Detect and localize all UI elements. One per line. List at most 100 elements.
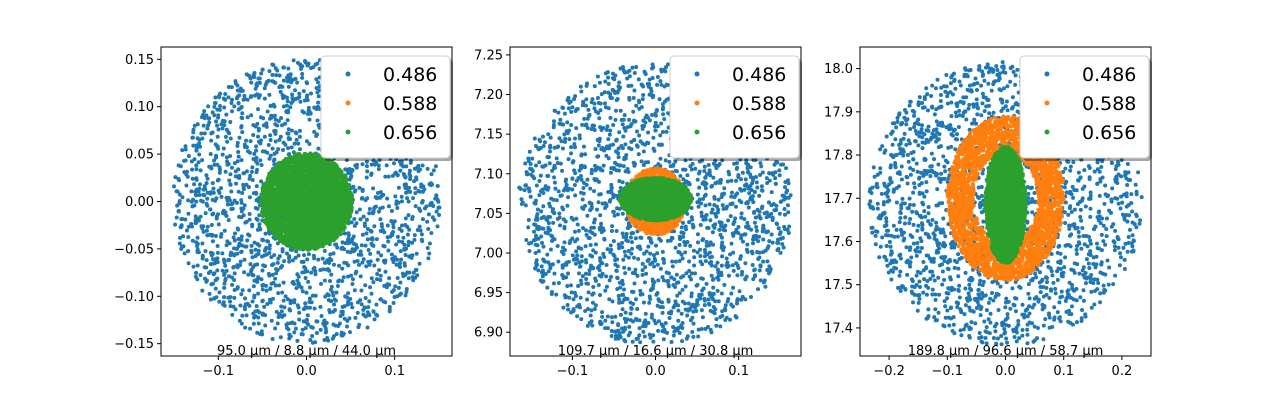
data-point xyxy=(342,316,347,321)
data-point xyxy=(235,159,240,164)
data-point xyxy=(326,298,331,303)
data-point xyxy=(392,255,397,260)
data-point xyxy=(281,224,286,229)
data-point xyxy=(389,252,394,257)
data-point xyxy=(318,327,323,332)
data-point xyxy=(273,276,278,281)
data-point xyxy=(273,129,278,134)
data-point xyxy=(260,237,265,242)
data-point xyxy=(349,173,354,178)
data-point xyxy=(265,301,270,306)
data-point xyxy=(224,268,229,273)
data-point xyxy=(177,235,182,240)
data-point xyxy=(248,326,253,331)
data-point xyxy=(215,250,220,255)
data-point xyxy=(387,276,392,281)
data-point xyxy=(307,285,312,290)
data-point xyxy=(262,134,267,139)
data-point xyxy=(251,133,256,138)
data-point xyxy=(321,212,326,217)
data-point xyxy=(177,178,182,183)
data-point xyxy=(221,96,226,101)
data-point xyxy=(362,221,367,226)
data-point xyxy=(290,320,295,325)
data-point xyxy=(226,218,231,223)
data-point xyxy=(193,274,198,279)
data-point xyxy=(260,67,265,72)
data-point xyxy=(306,252,311,257)
data-point xyxy=(194,199,199,204)
data-point xyxy=(355,300,360,305)
data-point xyxy=(278,335,283,340)
data-point xyxy=(240,88,245,93)
data-point xyxy=(261,116,266,121)
data-point xyxy=(204,228,209,233)
data-point xyxy=(268,201,273,206)
data-point xyxy=(204,201,209,206)
data-point xyxy=(396,200,401,205)
data-point xyxy=(348,170,353,175)
data-point xyxy=(376,250,381,255)
data-point xyxy=(291,58,296,63)
data-point xyxy=(385,282,390,287)
data-point xyxy=(281,104,286,109)
data-point xyxy=(290,99,295,104)
data-point xyxy=(413,204,418,209)
data-point xyxy=(360,260,365,265)
data-point xyxy=(186,261,191,266)
data-point xyxy=(269,115,274,120)
data-point xyxy=(290,92,295,97)
data-point xyxy=(198,182,203,187)
data-point xyxy=(298,66,303,71)
data-point xyxy=(204,258,209,263)
data-point xyxy=(403,182,408,187)
data-point xyxy=(215,162,220,167)
data-point xyxy=(378,217,383,222)
data-point xyxy=(289,239,294,244)
data-point xyxy=(364,164,369,169)
data-point xyxy=(180,148,185,153)
data-point xyxy=(280,290,285,295)
data-point xyxy=(222,260,227,265)
data-point xyxy=(419,232,424,237)
data-point xyxy=(402,242,407,247)
data-point xyxy=(420,163,425,168)
data-point xyxy=(300,270,305,275)
data-point xyxy=(399,159,404,164)
data-point xyxy=(228,299,233,304)
data-point xyxy=(426,256,431,261)
data-point xyxy=(191,130,196,135)
data-point xyxy=(364,217,369,222)
data-point xyxy=(324,320,329,325)
data-point xyxy=(218,104,223,109)
data-point xyxy=(352,288,357,293)
data-point xyxy=(408,253,413,258)
data-point xyxy=(380,205,385,210)
data-point xyxy=(298,180,303,185)
data-point xyxy=(238,303,243,308)
data-point xyxy=(232,295,237,300)
data-point xyxy=(220,152,225,157)
data-point xyxy=(426,212,431,217)
data-point xyxy=(264,188,269,193)
data-point xyxy=(211,272,216,277)
data-point xyxy=(265,150,270,155)
data-point xyxy=(285,95,290,100)
data-point xyxy=(369,236,374,241)
data-point xyxy=(239,158,244,163)
data-point xyxy=(245,238,250,243)
data-point xyxy=(192,182,197,187)
data-point xyxy=(256,95,261,100)
data-point xyxy=(235,88,240,93)
data-point xyxy=(270,336,275,341)
data-point xyxy=(222,295,227,300)
data-point xyxy=(310,333,315,338)
data-point xyxy=(183,147,188,152)
data-point xyxy=(405,196,410,201)
data-point xyxy=(285,131,290,136)
data-point xyxy=(403,175,408,180)
data-point xyxy=(360,162,365,167)
data-point xyxy=(284,322,289,327)
data-point xyxy=(377,268,382,273)
data-point xyxy=(296,227,301,232)
